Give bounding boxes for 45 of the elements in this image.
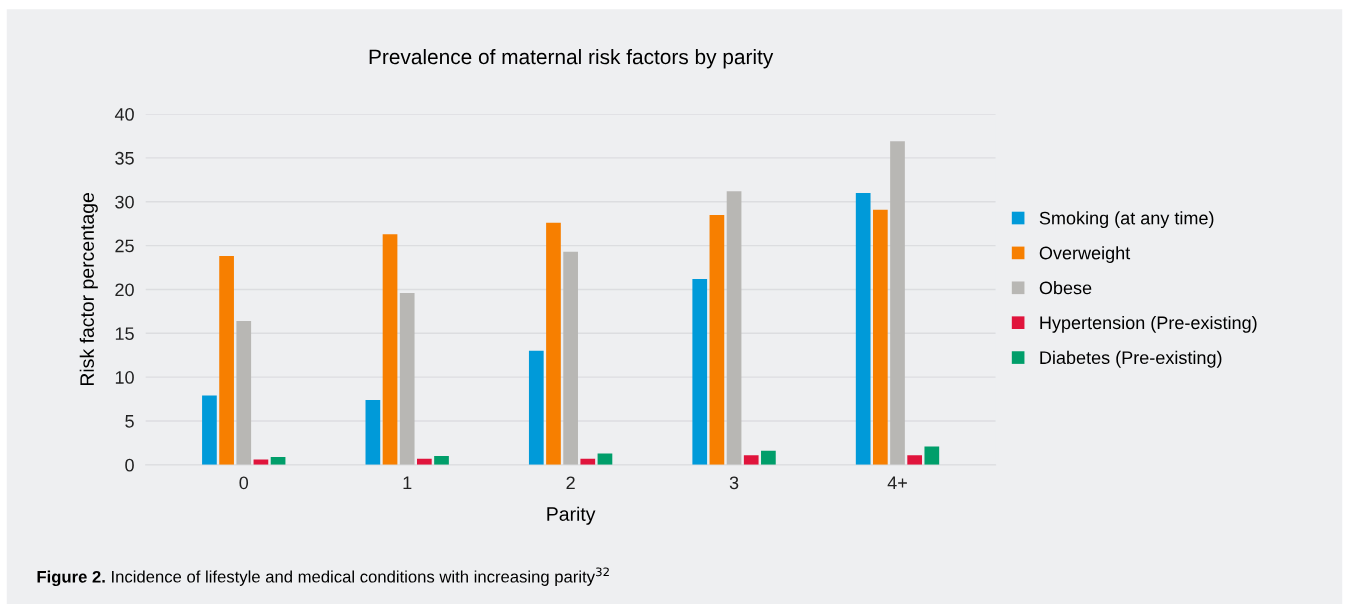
y-tick-label: 25: [115, 239, 134, 253]
bar: [563, 251, 578, 465]
legend-label: Overweight: [1039, 246, 1131, 263]
y-tick-label: 10: [115, 371, 134, 384]
bar: [872, 209, 888, 465]
text: Incidence of lifestyle and medical conditions with increasing parity$^{32}$: [112, 567, 609, 586]
legend-label: Obese: [1039, 281, 1092, 295]
x-tick-label: 0: [239, 476, 249, 490]
bar: [236, 321, 252, 465]
bar: [855, 192, 871, 465]
bar: [924, 446, 940, 465]
y-tick-label: 35: [115, 151, 134, 165]
x-axis-title: Parity: [547, 506, 596, 525]
bar: [907, 455, 923, 465]
bar: [365, 399, 381, 465]
bar: [890, 141, 905, 465]
bar: [382, 234, 398, 465]
x-tick-label: 3: [729, 476, 739, 490]
y-tick-label: 30: [115, 195, 134, 209]
y-tick-label: 20: [115, 283, 134, 297]
bar: [528, 350, 544, 465]
bar: [546, 222, 561, 465]
x-tick-label: 1: [403, 476, 412, 490]
y-axis-title: Risk factor percentage: [79, 193, 98, 386]
legend-label: Smoking (at any time): [1039, 211, 1214, 229]
bar: [709, 214, 725, 465]
bar: [726, 191, 742, 465]
bar: [219, 256, 234, 465]
bar: [399, 292, 415, 465]
chart-title: Prevalence of maternal risk factors by parity: [369, 48, 774, 69]
y-tick-label: 40: [114, 108, 134, 121]
x-tick-label: 4+: [887, 476, 907, 490]
bar: [692, 278, 708, 465]
y-tick-label: 15: [115, 327, 134, 341]
caption: Figure 2.: [37, 570, 105, 587]
bar: [597, 453, 613, 465]
bar: [761, 450, 776, 465]
y-tick-label: 0: [125, 458, 134, 472]
bar: [434, 456, 449, 465]
legend-label: Hypertension (Pre-existing): [1040, 315, 1257, 333]
x-tick-label: 2: [566, 476, 575, 490]
legend-label: Diabetes (Pre-existing): [1040, 350, 1222, 368]
bar: [202, 395, 217, 465]
bar: [743, 455, 759, 465]
y-tick-label: 5: [125, 415, 134, 428]
